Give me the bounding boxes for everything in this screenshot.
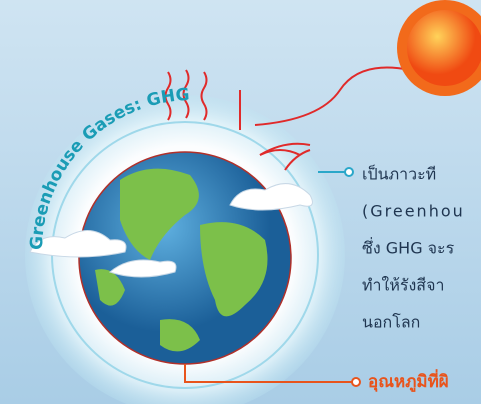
- bottom-label: อุณหภูมิที่ผิ: [368, 369, 449, 393]
- callout-line-text: เป็นภาวะที: [362, 164, 436, 184]
- bottom-dot: [352, 378, 360, 386]
- callout-line-text: ทำให้รังสีจา: [362, 276, 444, 295]
- callout-line-text: (Greenhou: [362, 202, 465, 221]
- diagram: Greenhouse Gases: GHG เป็นภาวะที (Greenh…: [0, 0, 481, 404]
- callout-line-text: นอกโลก: [362, 313, 420, 332]
- callout-dot: [345, 168, 353, 176]
- callout-line-text: ซึ่ง GHG จะร: [362, 237, 455, 258]
